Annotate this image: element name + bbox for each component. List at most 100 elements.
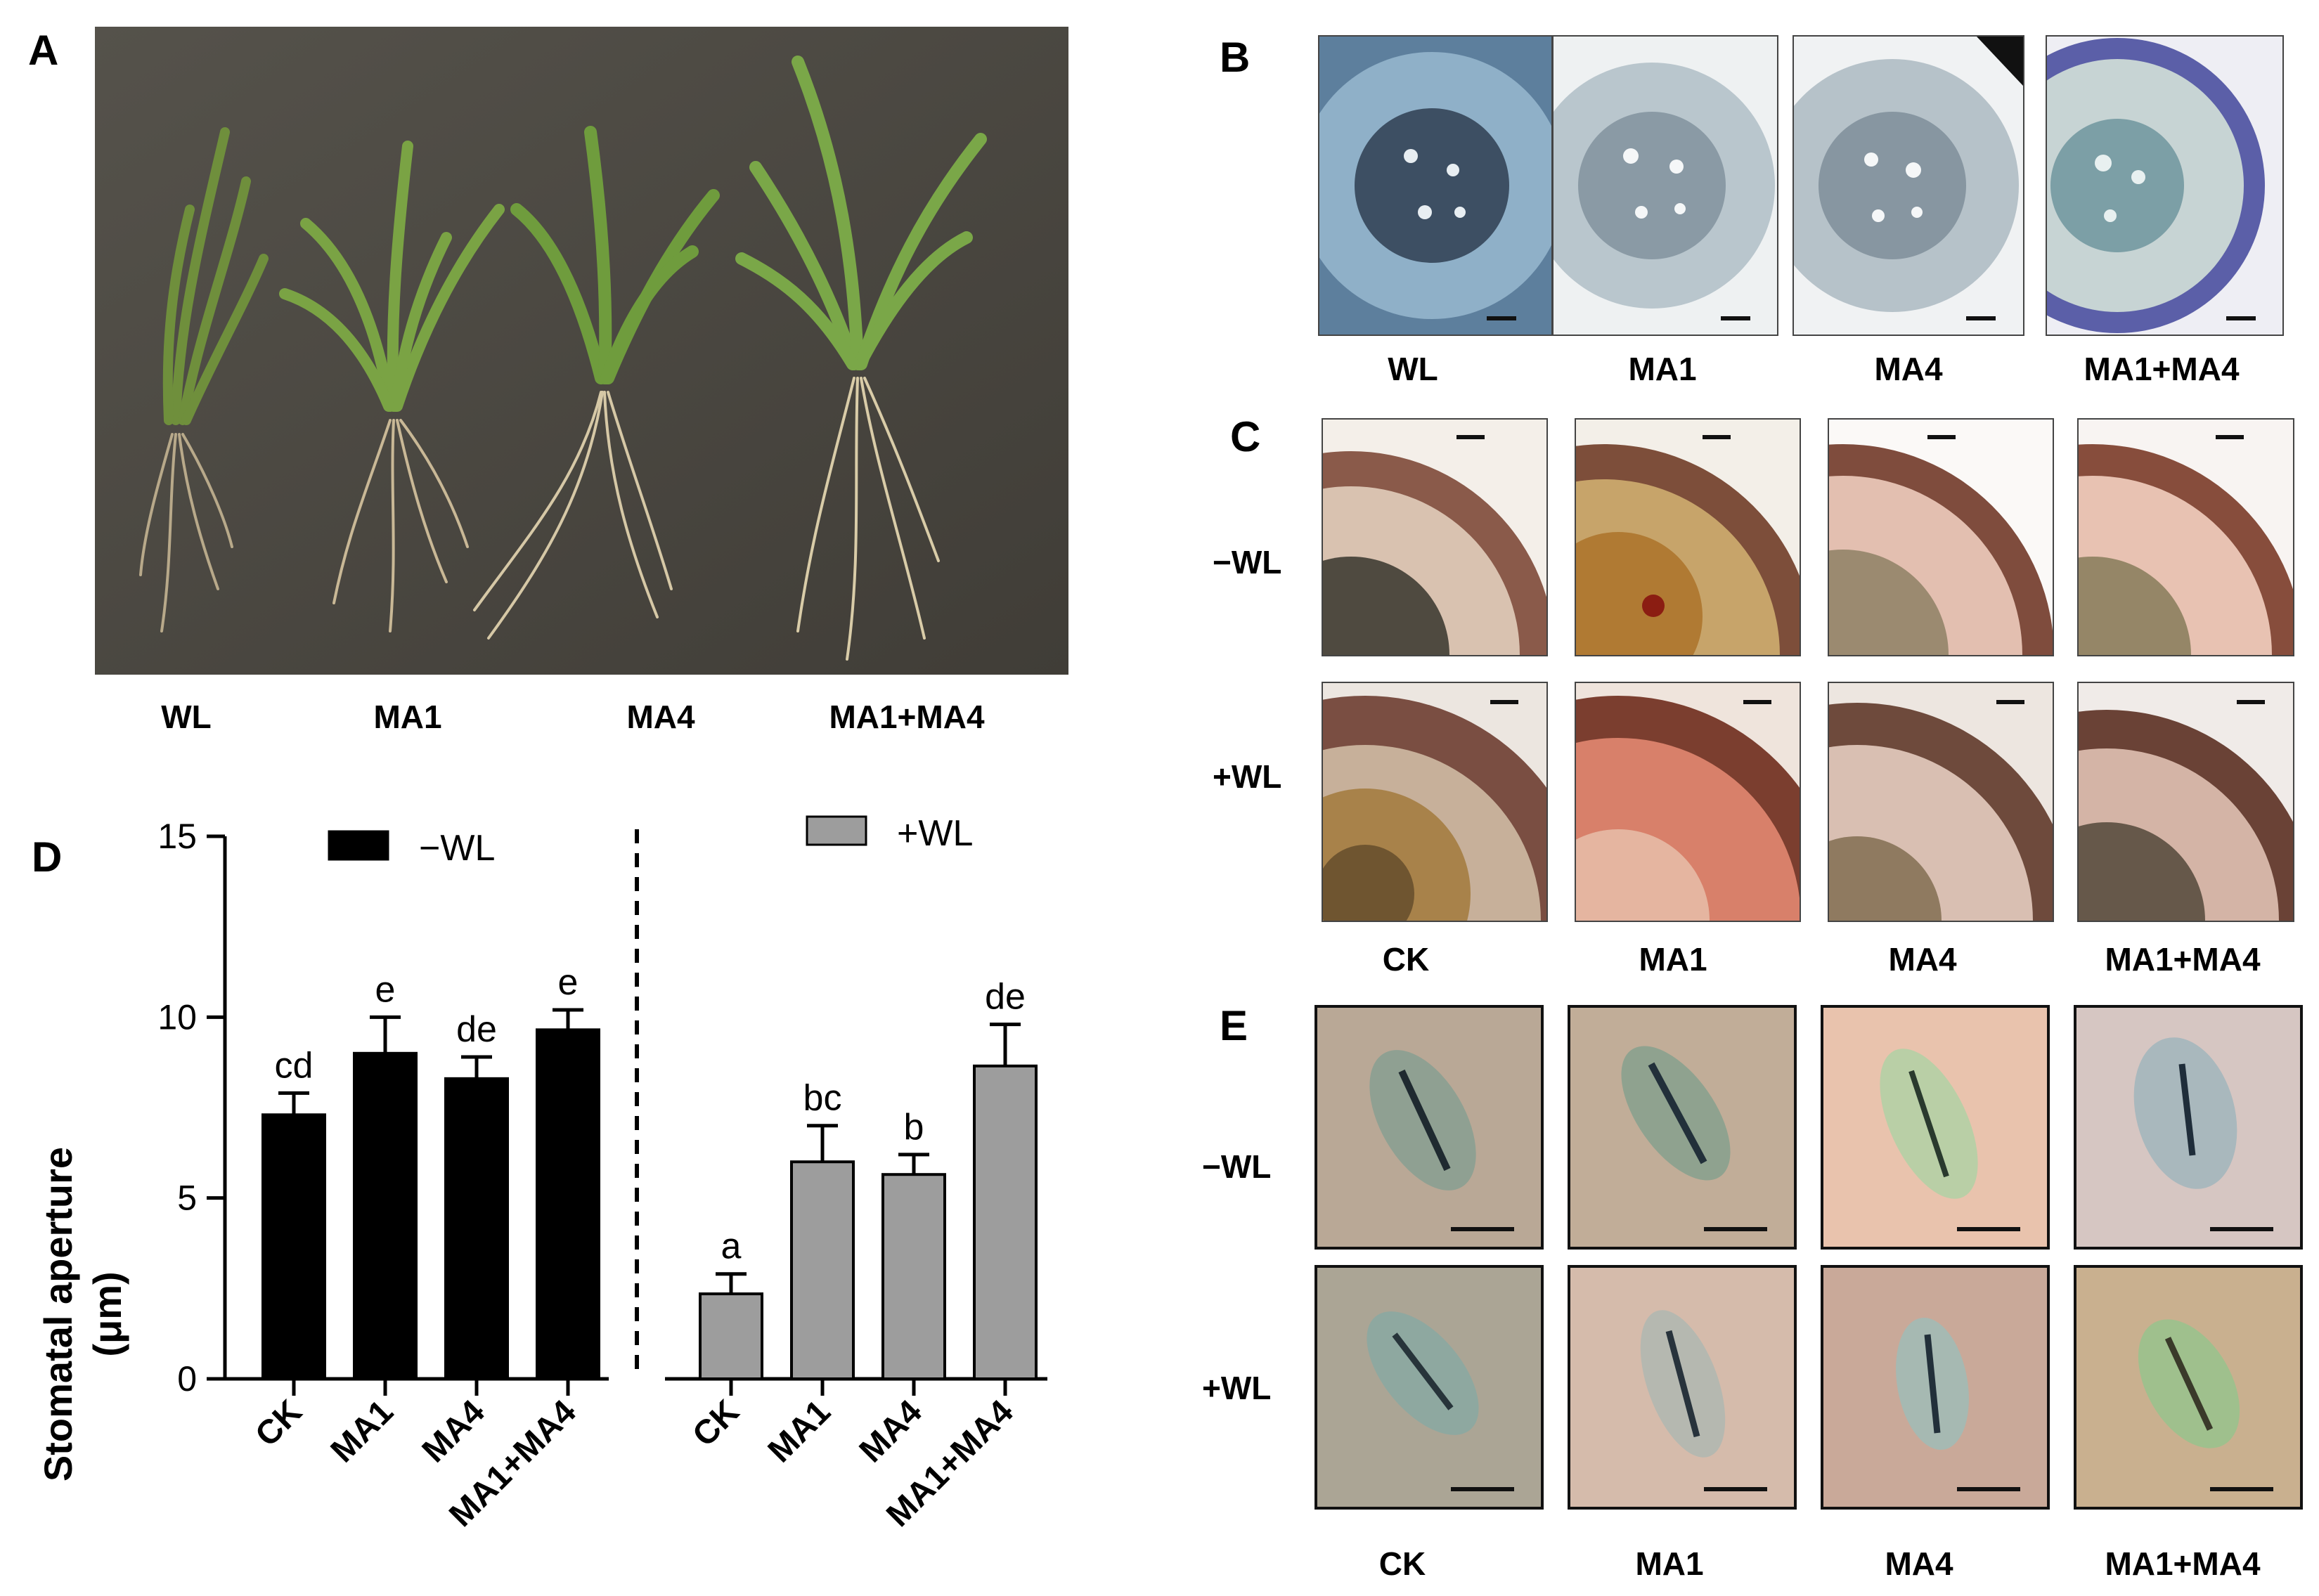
panel-e-label-ma4: MA4 — [1885, 1545, 1953, 1582]
panel-e-photo-minus-ck — [1314, 1005, 1544, 1250]
plant-ma4 — [473, 126, 720, 640]
y-tick-label: 15 — [157, 817, 197, 856]
panel-e-label-ma1-ma4: MA1+MA4 — [2105, 1545, 2261, 1582]
significance-letter: de — [985, 977, 1026, 1018]
panel-e-photo-plus-ma1 — [1568, 1265, 1797, 1510]
scale-bar — [1704, 1227, 1767, 1231]
y-axis-title-line2: (μm) — [85, 1271, 129, 1356]
y-axis-title-line1: Stomatal aperture — [36, 1147, 80, 1481]
plant-wl — [139, 127, 269, 632]
panel-d-letter: D — [32, 833, 63, 881]
scale-bar — [2210, 1227, 2273, 1231]
panel-c-photo-plus-ma1-ma4 — [2077, 682, 2294, 922]
significance-letter: e — [375, 969, 396, 1010]
panel-a-letter: A — [28, 27, 59, 74]
panel-c-photo-plus-ma4 — [1828, 682, 2054, 922]
panel-e-row-plus-wl: +WL — [1202, 1370, 1272, 1406]
scale-bar — [1966, 316, 1996, 320]
panel-e-photo-plus-ma4 — [1821, 1265, 2050, 1510]
panel-b-photo-ma4 — [1792, 35, 2024, 336]
panel-b-label-ma1: MA1 — [1628, 351, 1697, 387]
panel-c-row-minus-wl: −WL — [1213, 544, 1282, 580]
scale-bar — [1743, 700, 1771, 704]
significance-letter: cd — [275, 1045, 314, 1086]
stomatal-aperture-chart: Stomatal aperture (μm) 0 5 10 15 cd CK e MA1 de M… — [36, 813, 1047, 1534]
panel-e-photo-plus-ck — [1314, 1265, 1544, 1510]
panel-a-plant-photo — [95, 27, 1068, 675]
x-tick-label: MA1 — [761, 1393, 838, 1470]
scale-bar — [2237, 700, 2265, 704]
panel-c-photo-minus-ma1-ma4 — [2077, 418, 2294, 656]
panel-b-photo-wl — [1318, 35, 1553, 336]
significance-letter: e — [558, 962, 579, 1003]
bar — [353, 1051, 418, 1380]
panel-c-label-ma1-ma4: MA1+MA4 — [2105, 941, 2261, 978]
plant-ma1-ma4 — [735, 56, 987, 661]
legend-swatch-plus-wl — [806, 815, 867, 846]
scale-bar — [1451, 1487, 1514, 1491]
scale-bar — [1927, 435, 1956, 439]
bar — [881, 1173, 946, 1380]
panel-c-photo-minus-ck — [1322, 418, 1548, 656]
scale-bar — [2226, 316, 2256, 320]
significance-letter: a — [721, 1226, 742, 1267]
panel-e-label-ma1: MA1 — [1635, 1545, 1704, 1582]
panel-c-label-ma1: MA1 — [1639, 941, 1707, 978]
significance-letter: b — [904, 1107, 924, 1148]
x-tick-label: CK — [685, 1393, 747, 1454]
panel-e-photo-minus-ma1 — [1568, 1005, 1797, 1250]
x-tick-label: MA4 — [415, 1393, 492, 1470]
panel-e-label-ck: CK — [1378, 1545, 1426, 1582]
plant-illustration — [95, 27, 1068, 675]
scale-bar — [1487, 316, 1516, 320]
legend-swatch-minus-wl — [328, 830, 389, 861]
y-tick-label: 0 — [177, 1359, 197, 1399]
panel-b-label-ma4: MA4 — [1874, 351, 1943, 387]
scale-bar — [1957, 1487, 2020, 1491]
panel-e-photo-minus-ma4 — [1821, 1005, 2050, 1250]
panel-a-label-ma1-ma4: MA1+MA4 — [829, 699, 985, 735]
scale-bar — [1704, 1487, 1767, 1491]
scale-bar — [1703, 435, 1731, 439]
bar — [444, 1077, 509, 1380]
panel-c-row-plus-wl: +WL — [1213, 758, 1282, 795]
x-tick-label: MA4 — [853, 1393, 929, 1470]
x-tick-label: CK — [248, 1393, 309, 1454]
significance-letter: de — [456, 1009, 497, 1050]
bar — [261, 1113, 326, 1380]
scale-bar — [2216, 435, 2244, 439]
significance-letter: bc — [803, 1078, 842, 1119]
legend-label-minus-wl: −WL — [419, 828, 495, 869]
scale-bar — [1996, 700, 2024, 704]
panel-c-label-ma4: MA4 — [1888, 941, 1957, 978]
panel-c-photo-minus-ma1 — [1575, 418, 1801, 656]
legend-label-plus-wl: +WL — [897, 813, 973, 854]
panel-e-photo-minus-ma1-ma4 — [2074, 1005, 2303, 1250]
bar — [790, 1160, 855, 1380]
panel-c-photo-plus-ma1 — [1575, 682, 1801, 922]
panel-b-label-wl: WL — [1388, 351, 1438, 387]
panel-b-photo-ma1 — [1552, 35, 1778, 336]
scale-bar — [1957, 1227, 2020, 1231]
panel-b-letter: B — [1220, 34, 1251, 81]
panel-a-label-wl: WL — [161, 699, 212, 735]
scale-bar — [1451, 1227, 1514, 1231]
bar — [973, 1064, 1038, 1380]
panel-a-label-ma4: MA4 — [626, 699, 695, 735]
x-tick-label: MA1 — [324, 1393, 401, 1470]
bar — [536, 1028, 600, 1380]
panel-a-label-ma1: MA1 — [373, 699, 442, 735]
y-tick-label: 5 — [177, 1179, 197, 1218]
panel-e-photo-plus-ma1-ma4 — [2074, 1265, 2303, 1510]
panel-c-photo-minus-ma4 — [1828, 418, 2054, 656]
y-tick-label: 10 — [157, 997, 197, 1037]
scale-bar — [2210, 1487, 2273, 1491]
panel-e-row-minus-wl: −WL — [1202, 1148, 1272, 1185]
scale-bar — [1490, 700, 1518, 704]
scale-bar — [1721, 316, 1750, 320]
panel-e-letter: E — [1220, 1002, 1248, 1049]
panel-b-photo-ma1-ma4 — [2046, 35, 2284, 336]
plant-ma1 — [279, 141, 505, 632]
panel-c-letter: C — [1230, 413, 1261, 460]
scale-bar — [1456, 435, 1485, 439]
